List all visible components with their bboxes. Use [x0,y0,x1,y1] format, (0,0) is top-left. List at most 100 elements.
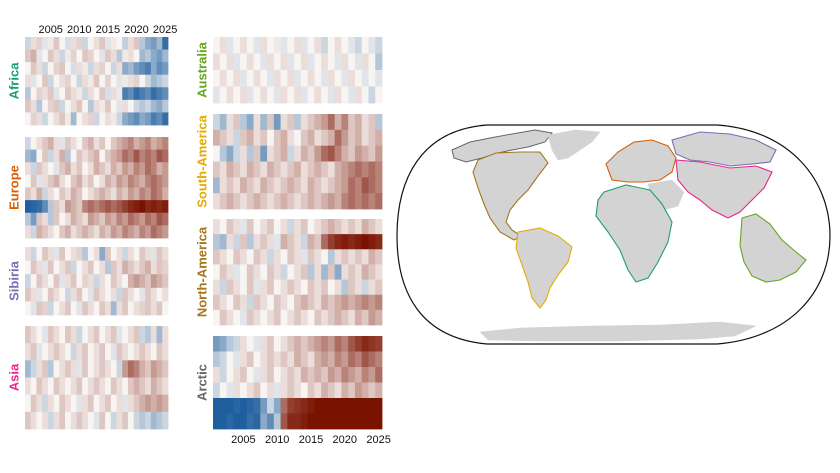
heatmap-cell [30,343,37,361]
heatmap-cell [53,260,60,275]
heatmap-cell [348,279,356,296]
heatmap-cell [42,287,49,302]
heatmap-cell [36,149,43,163]
heatmap-cell [47,62,54,76]
heatmap-cell [150,326,157,344]
heatmap-cell [213,382,221,399]
heatmap-cell [348,145,356,162]
heatmap-cell [70,301,77,316]
heatmap-cell [226,70,234,87]
heatmap-cell [47,247,54,261]
heatmap-cell [145,225,152,239]
heatmap-cell [314,37,322,54]
heatmap-cell [219,177,227,194]
heatmap-cell [273,336,281,352]
heatmap-cell [354,129,363,147]
heatmap-cell [321,336,329,352]
heatmap-cell [240,279,248,296]
heatmap-cell [82,174,89,188]
heatmap-cell [36,274,43,289]
heatmap-cell [341,309,349,326]
heatmap-cell [42,326,49,344]
heatmap-cell [47,287,54,302]
heatmap-cell [139,287,146,302]
heatmap-cell [246,219,254,235]
heatmap-cell [105,260,112,275]
heatmap-cell [30,360,37,378]
heatmap-cell [253,193,261,210]
heatmap-cell [213,367,221,383]
heatmap-cell [59,187,66,201]
heatmap-cell [59,37,66,50]
heatmap-cell [273,53,281,71]
heatmap-cell [127,225,135,239]
heatmap-cell [42,99,49,113]
year-tick-label: 2015 [299,434,323,446]
heatmap-cell [162,377,169,396]
heatmap-cell [327,193,336,210]
heatmap-cell [260,294,268,311]
heatmap-cell [93,360,100,378]
heatmap-cell [87,212,95,226]
heatmap-cell [93,343,100,361]
heatmap-cell [240,161,248,178]
heatmap-cell [53,74,60,88]
heatmap-cell [253,219,261,235]
heatmap-cell [82,287,89,302]
heatmap-cell [219,279,227,296]
heatmap-cell [246,37,254,54]
heatmap-cell [145,174,152,188]
heatmap-cell [267,398,275,414]
heatmap-cell [122,260,129,275]
heatmap-cell [76,225,83,239]
heatmap-cell [30,287,37,302]
heatmap-cell [105,343,112,361]
heatmap-cell [87,37,95,50]
heatmap-cell [36,200,43,214]
heatmap-cell [354,351,363,368]
heatmap-cell [368,53,376,71]
heatmap-cell [25,37,32,50]
heatmap-cell [368,114,376,131]
heatmap-cell [240,219,248,235]
heatmap-cell [76,62,83,76]
heatmap-cell [280,161,288,178]
heatmap-cell [280,114,288,131]
heatmap-cell [162,343,169,361]
heatmap-cell [267,351,275,368]
heatmap-cell [162,162,169,176]
heatmap-cell [273,234,281,250]
year-tick-label: 2025 [153,24,177,36]
heatmap-cell [87,287,95,302]
map-region-sibiria [671,131,777,167]
heatmap-cell [145,200,152,214]
heatmap-cell [127,343,135,361]
heatmap-cell [334,351,342,368]
heatmap-cell [25,326,32,344]
heatmap-cell [139,343,146,361]
region-label-australia: Australia [194,41,209,97]
heatmap-cell [82,37,89,50]
heatmap-cell [145,212,152,226]
heatmap-cell [307,177,315,194]
heatmap-cell [133,137,140,151]
heatmap-cell [219,264,227,280]
heatmap-cell [30,74,37,88]
heatmap-cell [42,274,49,289]
heatmap-cell [334,309,342,326]
heatmap-cell [300,177,309,194]
heatmap-cell [116,247,123,261]
heatmap-cell [240,53,248,71]
heatmap-cell [150,301,157,316]
heatmap-cell [70,377,77,396]
heatmap-cell [53,360,60,378]
heatmap-cell [59,326,66,344]
heatmap-cell [127,49,135,63]
heatmap-cell [348,351,356,368]
heatmap-cell [341,193,349,210]
heatmap-cell [213,129,221,147]
heatmap-cell [116,326,123,344]
heatmap-cell [82,187,89,201]
heatmap-cell [65,37,72,50]
heatmap-cell [139,49,146,63]
